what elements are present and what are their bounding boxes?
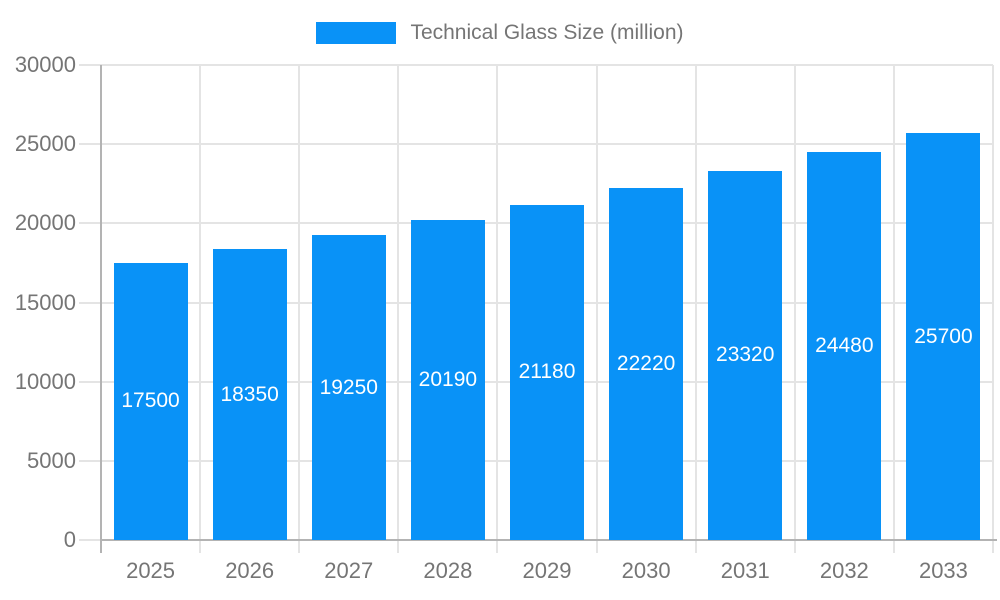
gridline-vertical: [892, 65, 895, 553]
x-axis-label: 2029: [522, 558, 572, 583]
y-axis-line: [100, 65, 102, 553]
bar: [807, 152, 882, 540]
gridline-vertical: [694, 65, 697, 553]
x-axis-label: 2025: [126, 558, 176, 583]
legend-swatch: [316, 22, 397, 44]
y-tick-mark: [79, 301, 101, 304]
bar-value-label: 17500: [121, 389, 180, 413]
y-tick-mark: [79, 539, 101, 541]
bar-value-label: 25700: [914, 324, 973, 348]
gridline-vertical: [199, 65, 202, 553]
x-axis-line: [101, 539, 997, 541]
gridline-vertical: [298, 65, 301, 553]
gridline-vertical: [595, 65, 598, 553]
gridline-horizontal: [101, 143, 993, 146]
bar: [410, 220, 485, 540]
bar-value-label: 19250: [319, 375, 378, 399]
y-axis-label: 25000: [14, 131, 76, 157]
y-axis-label: 10000: [14, 368, 76, 394]
y-axis-label: 20000: [14, 210, 76, 236]
y-axis-label: 0: [63, 527, 76, 552]
bar-value-label: 24480: [815, 334, 874, 358]
bar-value-label: 21180: [518, 360, 576, 384]
bar: [113, 262, 188, 540]
bar: [311, 235, 386, 540]
x-axis-label: 2028: [423, 558, 473, 583]
y-tick-mark: [79, 64, 101, 66]
bar-value-label: 20190: [418, 368, 478, 392]
y-axis-label: 5000: [27, 447, 76, 473]
x-axis-label: 2033: [918, 558, 968, 583]
y-axis-label: 30000: [14, 52, 76, 77]
gridline-horizontal: [101, 64, 993, 66]
gridline-vertical: [793, 65, 796, 553]
gridline-vertical: [397, 65, 400, 553]
legend-label: Technical Glass Size (million): [410, 21, 684, 44]
bar: [609, 188, 684, 540]
y-tick-mark: [79, 459, 101, 462]
bar-value-label: 22220: [616, 352, 676, 376]
gridline-vertical: [992, 65, 994, 553]
x-axis-label: 2026: [225, 558, 275, 583]
x-axis-label: 2027: [324, 558, 374, 583]
y-axis-label: 15000: [14, 289, 76, 315]
y-tick-mark: [79, 380, 101, 383]
chart-legend: Technical Glass Size (million): [0, 14, 1000, 52]
bar: [510, 204, 584, 540]
x-axis-label: 2031: [720, 558, 770, 583]
bar-value-label: 23320: [716, 343, 775, 367]
bar: [212, 249, 287, 540]
bar: [906, 133, 981, 540]
y-tick-mark: [79, 222, 101, 225]
gridline-vertical: [496, 65, 499, 553]
bar-value-label: 18350: [220, 382, 279, 406]
bar: [708, 170, 783, 540]
x-axis-label: 2032: [819, 558, 869, 583]
x-axis-label: 2030: [621, 558, 671, 583]
y-tick-mark: [79, 143, 101, 146]
